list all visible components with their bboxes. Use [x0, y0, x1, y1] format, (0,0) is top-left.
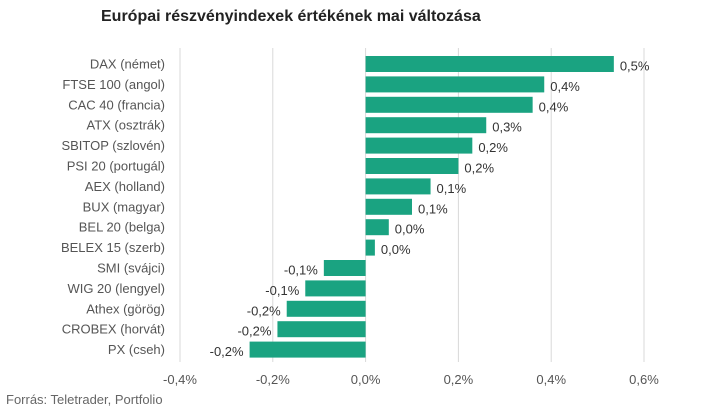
- category-label: BELEX 15 (szerb): [61, 240, 165, 255]
- category-label: CAC 40 (francia): [68, 97, 165, 112]
- source-note: Forrás: Teletrader, Portfolio: [6, 392, 163, 407]
- category-label: DAX (német): [90, 57, 165, 72]
- data-label: 0,1%: [418, 201, 448, 216]
- x-tick-label: 0,6%: [629, 372, 659, 387]
- category-label: FTSE 100 (angol): [62, 77, 165, 92]
- category-label: Athex (görög): [86, 301, 165, 316]
- data-label: -0,2%: [247, 303, 281, 318]
- data-label: 0,5%: [620, 59, 650, 74]
- category-label: AEX (holland): [85, 179, 165, 194]
- x-tick-label: -0,4%: [163, 372, 197, 387]
- bar: [365, 56, 614, 72]
- bar: [365, 219, 389, 236]
- category-label: ATX (osztrák): [87, 118, 166, 133]
- category-label: BEL 20 (belga): [79, 220, 165, 235]
- category-label: CROBEX (horvát): [62, 322, 165, 337]
- data-label: 0,4%: [539, 99, 569, 114]
- bar: [323, 260, 366, 276]
- data-label: -0,1%: [284, 263, 318, 278]
- data-label: 0,0%: [395, 222, 425, 237]
- category-label: SMI (svájci): [97, 261, 165, 276]
- bar: [365, 137, 473, 154]
- bar: [365, 158, 459, 174]
- bar: [249, 341, 366, 358]
- bar: [365, 76, 545, 93]
- category-label: PX (cseh): [108, 342, 165, 357]
- chart-title: Európai részvényindexek értékének mai vá…: [101, 8, 481, 25]
- bar: [277, 321, 366, 338]
- data-label: -0,1%: [265, 283, 299, 298]
- data-label: 0,3%: [492, 120, 522, 135]
- x-tick-label: -0,2%: [256, 372, 290, 387]
- bar: [365, 198, 412, 215]
- data-label: 0,0%: [381, 242, 411, 257]
- bar: [305, 280, 366, 297]
- bar: [365, 96, 533, 113]
- x-tick-label: 0,2%: [444, 372, 474, 387]
- category-label: SBITOP (szlovén): [61, 138, 165, 153]
- category-label: WIG 20 (lengyel): [67, 281, 165, 296]
- category-label: PSI 20 (portugál): [67, 159, 165, 174]
- data-label: -0,2%: [237, 324, 271, 339]
- data-label: 0,2%: [478, 140, 508, 155]
- bar: [365, 117, 487, 134]
- category-label: BUX (magyar): [83, 199, 165, 214]
- bar: [286, 300, 366, 317]
- data-label: 0,4%: [550, 79, 580, 94]
- data-label: 0,1%: [437, 181, 467, 196]
- bar: [365, 239, 375, 256]
- x-tick-label: 0,4%: [536, 372, 566, 387]
- x-tick-label: 0,0%: [351, 372, 381, 387]
- data-label: 0,2%: [464, 161, 494, 176]
- bar: [365, 178, 431, 195]
- data-label: -0,2%: [210, 344, 244, 359]
